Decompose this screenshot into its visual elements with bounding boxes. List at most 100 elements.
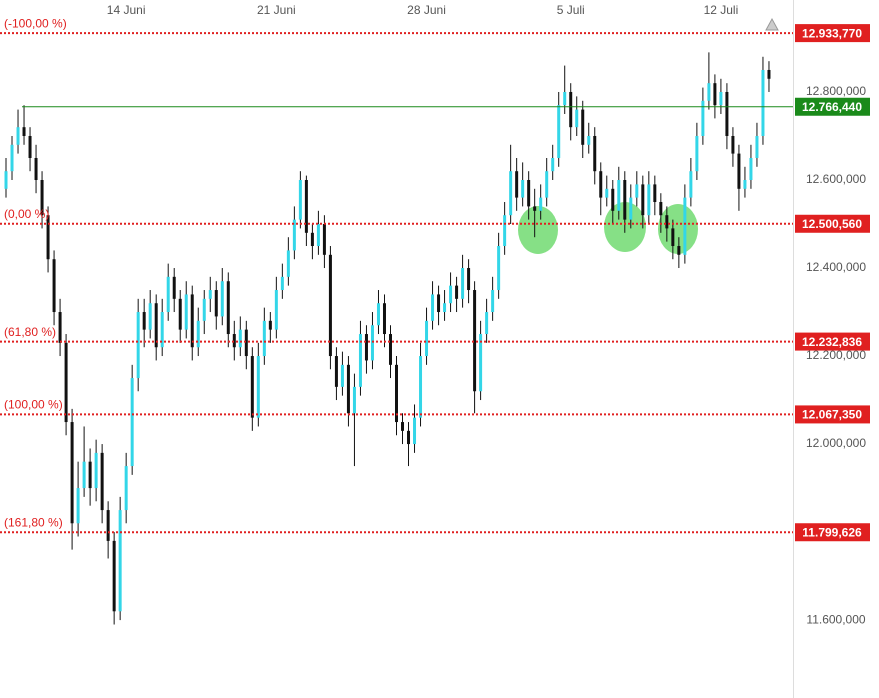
candle-body <box>731 135 735 154</box>
candle-body <box>443 303 447 313</box>
level-label: 12.766,440 <box>802 100 862 114</box>
candle-body <box>641 184 645 216</box>
x-tick-label: 28 Juni <box>407 3 446 17</box>
candle-body <box>256 356 260 418</box>
candle-body <box>262 320 266 357</box>
candle-body <box>527 180 531 207</box>
candle-body <box>382 303 386 335</box>
candle-body <box>767 69 771 79</box>
candle-body <box>719 91 723 106</box>
candle-body <box>340 364 344 387</box>
candle-body <box>226 281 230 335</box>
candle-body <box>407 430 411 445</box>
candle-body <box>569 91 573 128</box>
candle-body <box>58 312 62 343</box>
candle-body <box>629 197 633 220</box>
candle-body <box>635 184 639 198</box>
candle-body <box>647 184 651 216</box>
candle-body <box>214 290 218 317</box>
candle-body <box>46 215 50 260</box>
candle-body <box>298 180 302 220</box>
candle-body <box>94 452 98 489</box>
candle-body <box>491 290 495 313</box>
candle-body <box>304 180 308 233</box>
candle-body <box>479 334 483 392</box>
candle-body <box>334 356 338 387</box>
candle-body <box>665 215 669 229</box>
level-label: 11.799,626 <box>802 525 862 539</box>
candle-body <box>364 334 368 361</box>
x-tick-label: 14 Juni <box>107 3 146 17</box>
level-box <box>795 523 870 542</box>
candle-body <box>683 197 687 255</box>
candle-body <box>605 188 609 198</box>
candle-body <box>82 461 86 489</box>
candle-body <box>677 246 681 255</box>
candle-body <box>521 180 525 198</box>
candle-body <box>437 294 441 313</box>
candle-body <box>431 294 435 321</box>
candle-body <box>545 171 549 198</box>
candle-body <box>76 488 80 524</box>
candle-body <box>250 356 254 418</box>
candle-body <box>118 510 122 612</box>
candle-body <box>743 180 747 189</box>
candle-body <box>16 127 20 145</box>
x-tick-label: 21 Juni <box>257 3 296 17</box>
candle-body <box>707 83 711 101</box>
candle-body <box>503 215 507 247</box>
candle-body <box>671 228 675 247</box>
candle-body <box>539 197 543 211</box>
y-tick-label: 12.400,000 <box>806 260 866 274</box>
candle-body <box>611 188 615 211</box>
candle-body <box>40 180 44 216</box>
level-box <box>795 405 870 424</box>
level-label: 12.232,836 <box>802 335 862 349</box>
scroll-icon[interactable] <box>765 17 779 31</box>
candle-body <box>232 334 236 348</box>
candle-body <box>467 268 471 291</box>
candle-body <box>280 276 284 291</box>
candle-body <box>701 100 705 136</box>
candle-body <box>749 157 753 181</box>
candle-body <box>310 232 314 247</box>
candle-body <box>202 298 206 321</box>
level-label: 12.067,350 <box>802 408 862 422</box>
candle-body <box>100 452 104 511</box>
candle-body <box>557 105 561 158</box>
level-box <box>795 214 870 233</box>
candle-body <box>581 109 585 145</box>
candle-body <box>142 312 146 330</box>
candle-body <box>220 281 224 317</box>
candle-body <box>461 268 465 299</box>
candle-body <box>322 224 326 255</box>
candle-body <box>106 510 110 541</box>
candle-body <box>599 171 603 198</box>
candle-body <box>286 250 290 277</box>
candle-body <box>172 276 176 299</box>
candle-body <box>575 109 579 128</box>
candle-body <box>274 290 278 330</box>
candle-body <box>419 356 423 418</box>
candle-body <box>154 303 158 348</box>
candle-body <box>388 334 392 365</box>
candle-body <box>178 298 182 330</box>
y-tick-label: 12.600,000 <box>806 172 866 186</box>
candle-body <box>376 303 380 326</box>
candle-body <box>244 329 248 357</box>
y-tick-label: 11.600,000 <box>806 612 865 626</box>
fib-label: (161,80 %) <box>4 515 63 529</box>
candle-body <box>689 171 693 198</box>
candle-body <box>695 135 699 172</box>
candle-body <box>88 461 92 489</box>
candle-body <box>755 135 759 158</box>
candle-body <box>509 171 513 216</box>
candle-body <box>34 157 38 181</box>
candle-body <box>737 153 741 189</box>
level-label: 12.500,560 <box>802 217 862 231</box>
candle-body <box>485 312 489 335</box>
candle-body <box>64 342 68 423</box>
candle-body <box>292 219 296 251</box>
candle-body <box>725 91 729 136</box>
